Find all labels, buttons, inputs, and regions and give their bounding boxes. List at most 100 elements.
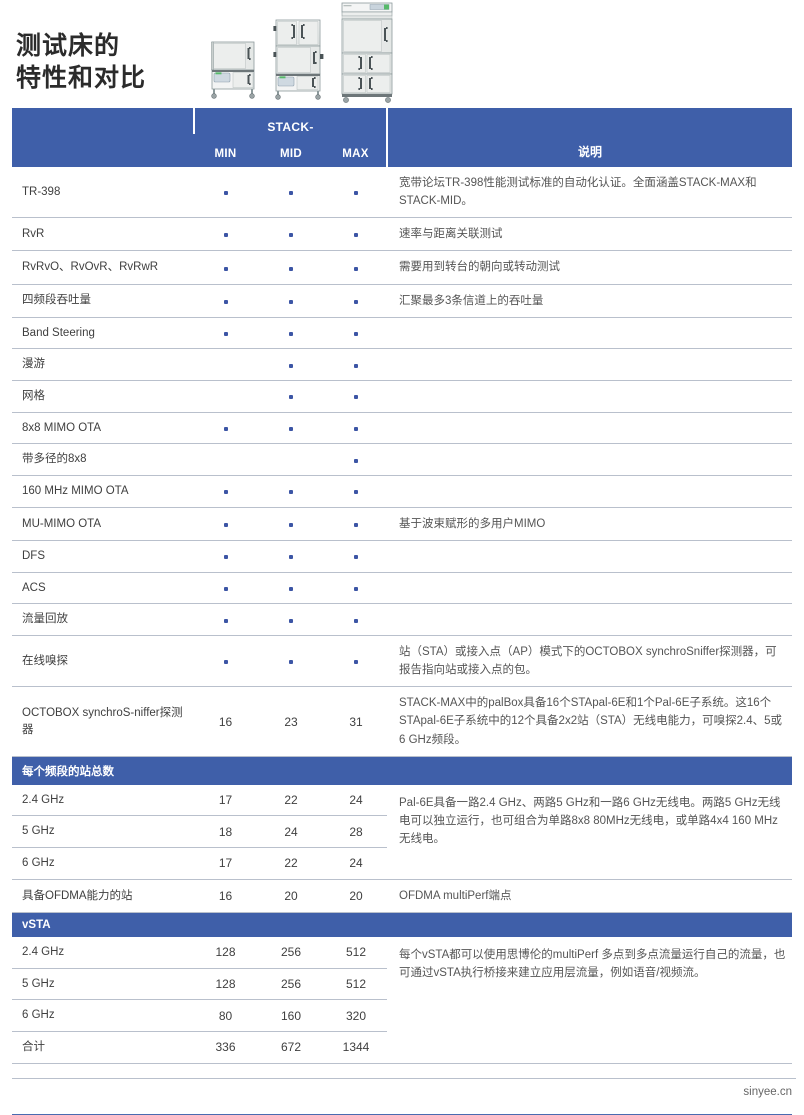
cell-feature: Band Steering (12, 317, 194, 350)
cell-feature: 2.4 GHz (12, 784, 194, 817)
table-row: ACS (12, 572, 793, 605)
cell-max: 512 (325, 936, 388, 969)
th-description: 说明 (386, 108, 793, 167)
supported-dot-icon (354, 618, 358, 623)
table-head-row-sub: MIN MID MAX (12, 134, 792, 167)
table-row: OCTOBOX synchroS-niffer探测器 16 23 31 STACK-MA… (12, 686, 793, 757)
cell-min (194, 317, 257, 350)
cell-description: 需要用到转台的朝向或转动测试 (387, 250, 793, 285)
cell-description (387, 443, 793, 477)
cell-min (194, 603, 257, 636)
cell-description: 速率与距离关联测试 (387, 217, 793, 252)
cell-feature: 6 GHz (12, 999, 194, 1032)
supported-dot-icon (289, 660, 293, 665)
table-row: RvRvO、RvOvR、RvRwR 需要用到转台的朝向或转动测试 (12, 250, 793, 285)
cell-feature: 流量回放 (12, 603, 194, 636)
th-min: MIN (194, 134, 257, 167)
table-head-row-group: STACK- 说明 (12, 108, 793, 167)
table-row: DFS (12, 540, 793, 573)
cell-mid: 22 (257, 784, 325, 817)
cell-description: 宽带论坛TR-398性能测试标准的自动化认证。全面涵盖STACK-MAX和STA… (387, 167, 793, 219)
cell-min (194, 250, 257, 285)
cell-mid: 160 (257, 999, 325, 1032)
cell-max: 1344 (325, 1031, 388, 1064)
cell-mid (257, 603, 325, 636)
supported-dot-icon (354, 458, 358, 463)
cell-description (387, 412, 793, 445)
cell-mid: 20 (257, 879, 325, 913)
cell-feature: 合计 (12, 1031, 194, 1064)
cell-feature: 网格 (12, 380, 194, 413)
cell-max (325, 317, 388, 350)
supported-dot-icon (354, 395, 358, 400)
supported-dot-icon (289, 586, 293, 591)
cell-description (387, 348, 793, 382)
cell-max (325, 167, 388, 219)
table-row: 带多径的8x8 (12, 443, 793, 477)
section-label-per-band: 每个频段的站总数 (12, 756, 793, 785)
supported-dot-icon (354, 522, 358, 527)
cell-max (325, 284, 388, 318)
table-body-features: TR-398 宽带论坛TR-398性能测试标准的自动化认证。全面涵盖STACK-M… (12, 167, 793, 757)
table-row: 四频段吞吐量 汇聚最多3条信道上的吞吐量 (12, 284, 793, 318)
table-body-per-band: 每个频段的站总数 2.4 GHz 17 22 24 Pal-6E具备一路2.4 … (12, 756, 793, 913)
cell-max: 24 (325, 847, 388, 880)
cell-mid (257, 284, 325, 318)
cell-min (194, 635, 257, 688)
cell-min (194, 412, 257, 445)
testbed-unit-max (341, 2, 393, 103)
cell-feature: 160 MHz MIMO OTA (12, 475, 194, 508)
supported-dot-icon (289, 191, 293, 196)
supported-dot-icon (223, 522, 228, 527)
cell-mid: 256 (257, 968, 325, 1001)
cell-max (325, 475, 388, 508)
supported-dot-icon (354, 233, 358, 238)
supported-dot-icon (223, 191, 228, 196)
supported-dot-icon (289, 363, 293, 368)
cell-min: 128 (194, 968, 257, 1001)
supported-dot-icon (289, 299, 293, 304)
page-title-line1: 测试床的 (16, 32, 121, 60)
supported-dot-icon (289, 618, 293, 623)
cell-max (325, 380, 388, 413)
cell-feature: ACS (12, 572, 194, 605)
supported-dot-icon (223, 427, 228, 432)
table-row: 2.4 GHz 128 256 512 每个vSTA都可以使用思博伦的multi… (12, 936, 793, 1064)
cell-feature: 四频段吞吐量 (12, 284, 194, 318)
cell-mid (257, 475, 325, 508)
cell-feature: 8x8 MIMO OTA (12, 412, 194, 445)
cell-mid: 24 (257, 815, 325, 849)
cell-max (325, 603, 388, 636)
table-row: TR-398 宽带论坛TR-398性能测试标准的自动化认证。全面涵盖STACK-M… (12, 167, 793, 219)
cell-feature: 具备OFDMA能力的站 (12, 879, 194, 913)
cell-max (325, 635, 388, 688)
table-row: MU-MIMO OTA 基于波束赋形的多用户MIMO (12, 507, 793, 541)
cell-description (387, 603, 793, 636)
th-mid: MID (257, 134, 325, 167)
table-row: 5 GHz 18 24 28 (12, 815, 792, 849)
cell-max (325, 507, 388, 541)
cell-min: 336 (194, 1031, 257, 1064)
cell-max: 24 (325, 784, 388, 817)
testbed-unit-min (211, 41, 255, 99)
supported-dot-icon (223, 490, 228, 495)
cell-min (194, 380, 257, 413)
cell-mid (257, 317, 325, 350)
supported-dot-icon (354, 490, 358, 495)
cell-mid: 22 (257, 847, 325, 880)
cell-mid (257, 540, 325, 573)
table-row: 6 GHz 17 22 24 (12, 847, 792, 880)
testbed-unit-mid (273, 19, 324, 100)
cell-description: 每个vSTA都可以使用思博伦的multiPerf 多点到多点流量运行自己的流量，… (387, 936, 793, 1064)
cell-description (387, 572, 793, 605)
cell-mid (257, 380, 325, 413)
supported-dot-icon (223, 618, 228, 623)
cell-feature: RvR (12, 217, 194, 252)
cell-max (325, 250, 388, 285)
cell-max (325, 540, 388, 573)
cell-min (194, 507, 257, 541)
cell-mid: 672 (257, 1031, 325, 1064)
cell-mid (257, 217, 325, 252)
cell-min (194, 540, 257, 573)
supported-dot-icon (223, 660, 228, 665)
